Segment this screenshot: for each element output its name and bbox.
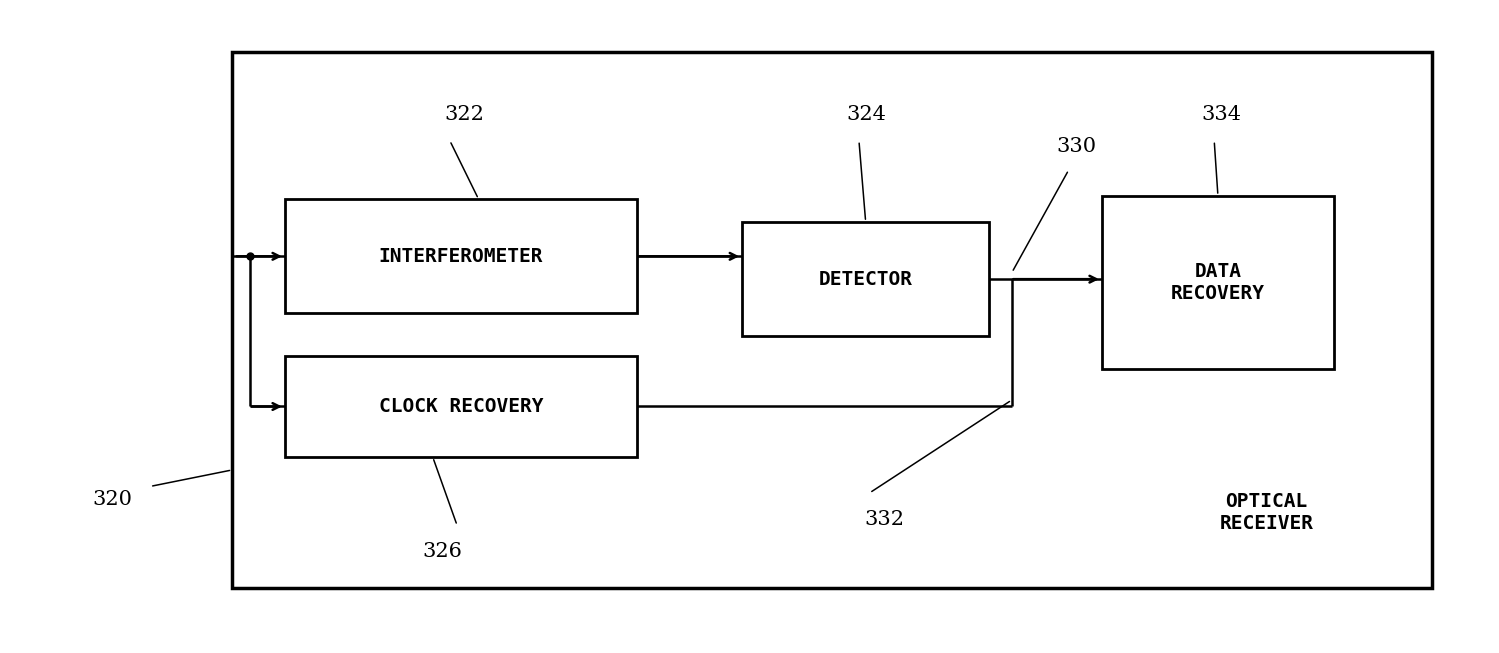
Bar <box>285 356 637 457</box>
Text: DETECTOR: DETECTOR <box>818 270 913 289</box>
Text: INTERFEROMETER: INTERFEROMETER <box>379 247 543 266</box>
Bar <box>232 52 1432 588</box>
Text: 332: 332 <box>865 509 904 529</box>
Text: 322: 322 <box>445 104 484 124</box>
Text: 330: 330 <box>1057 137 1096 157</box>
Text: 320: 320 <box>93 490 132 509</box>
Text: CLOCK RECOVERY: CLOCK RECOVERY <box>379 397 543 416</box>
Text: DATA
RECOVERY: DATA RECOVERY <box>1171 262 1265 303</box>
Bar <box>742 222 989 336</box>
Text: 326: 326 <box>423 542 462 562</box>
Bar <box>1102 196 1334 369</box>
Text: 334: 334 <box>1202 104 1241 124</box>
Text: 324: 324 <box>847 104 886 124</box>
Bar <box>285 199 637 313</box>
Text: OPTICAL
RECEIVER: OPTICAL RECEIVER <box>1220 492 1313 533</box>
